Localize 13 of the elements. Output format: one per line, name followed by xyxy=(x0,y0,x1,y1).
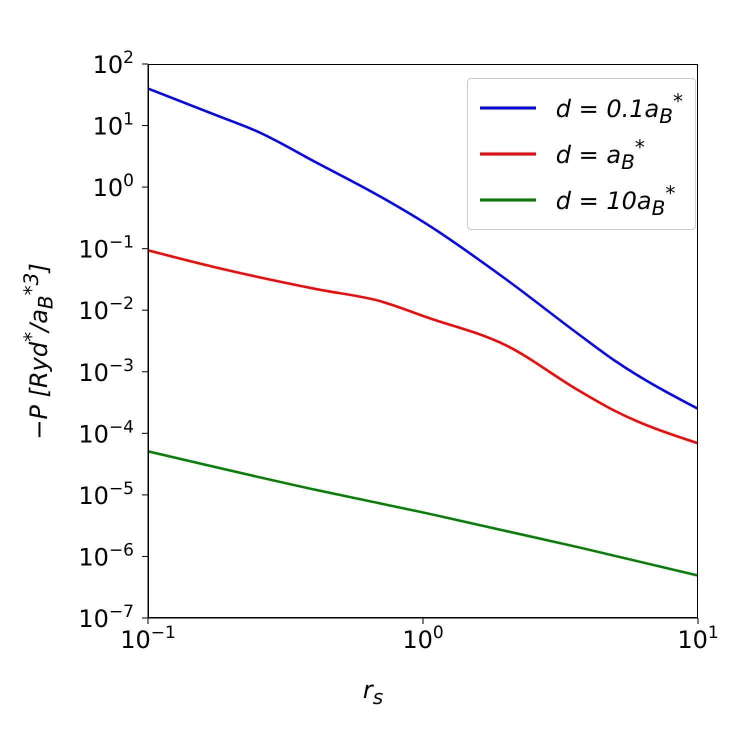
y-tick-label: 10$^{−3}$ xyxy=(78,356,134,387)
x-tick-label: 10$^{−1}$ xyxy=(120,623,176,654)
y-tick-label: 10$^{1}$ xyxy=(92,110,134,141)
y-tick-label: 10$^{−5}$ xyxy=(78,478,134,510)
y-tick-label: 10$^{2}$ xyxy=(92,48,134,79)
y-tick-label: 10$^{−4}$ xyxy=(78,417,134,448)
y-tick-label: 10$^{−1}$ xyxy=(78,232,134,264)
y-tick-label: 10$^{−2}$ xyxy=(78,294,134,326)
x-axis-title: r$_{s}$ xyxy=(362,676,384,709)
y-tick-label: 10$^{−6}$ xyxy=(78,540,134,572)
x-tick-label: 10$^{1}$ xyxy=(677,623,719,654)
y-tick-label: 10$^{0}$ xyxy=(92,171,134,202)
x-tick-label: 10$^{0}$ xyxy=(402,623,444,654)
